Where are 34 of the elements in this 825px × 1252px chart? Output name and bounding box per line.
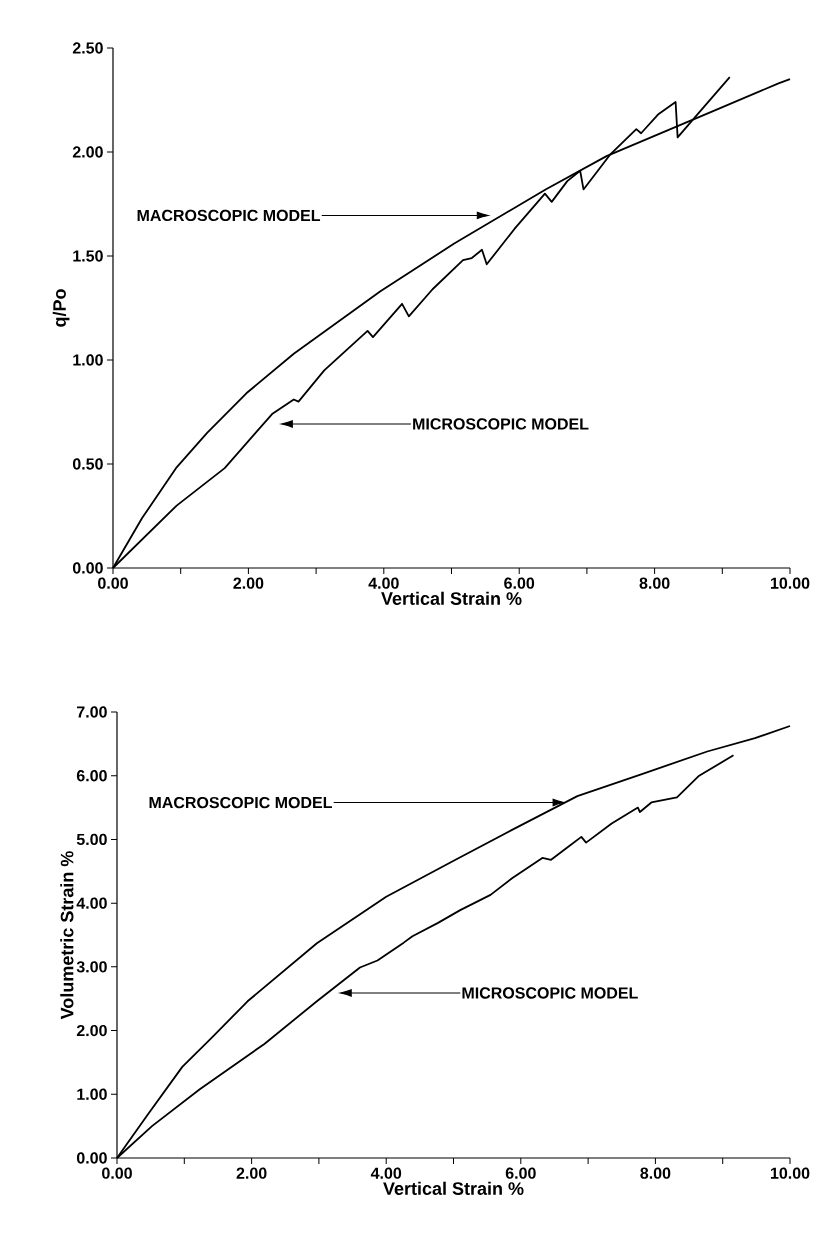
y-tick-label: 5.00 [76, 833, 107, 846]
x-axis-title: Vertical Strain % [381, 591, 522, 605]
y-tick-label: 1.50 [73, 250, 103, 262]
y-tick-label: 6.00 [76, 770, 107, 782]
x-tick-label: 6.00 [504, 577, 535, 589]
y-tick-label: 2.50 [72, 42, 103, 54]
y-tick-label: 3.00 [76, 961, 107, 973]
y-tick-label: 0.00 [72, 562, 103, 574]
x-tick-label: 8.00 [639, 577, 670, 589]
x-tick-label: 2.00 [233, 577, 264, 589]
annotation: MACROSCOPIC MODEL [137, 209, 321, 222]
x-tick-label: 10.00 [770, 577, 810, 589]
y-tick-label: 4.00 [76, 897, 107, 909]
x-tick-label: 4.00 [368, 577, 399, 589]
y-tick-label: 1.00 [77, 1088, 107, 1100]
y-tick-label: 7.00 [77, 706, 107, 718]
annotation: MACROSCOPIC MODEL [149, 796, 332, 809]
x-tick-label: 0.00 [102, 1167, 132, 1179]
x-tick-label: 2.00 [236, 1167, 267, 1179]
annotation: MICROSCOPIC MODEL [413, 418, 589, 430]
y-tick-label: 0.00 [76, 1152, 107, 1164]
y-tick-label: 2.00 [72, 146, 103, 158]
x-tick-label: 8.00 [640, 1167, 671, 1179]
y-axis-title: q/Po [52, 289, 70, 327]
x-axis-title: Vertical Strain % [383, 1181, 524, 1195]
y-tick-label: 0.50 [72, 458, 103, 470]
y-axis-title: Volumetric Strain % [60, 851, 74, 1020]
x-tick-label: 6.00 [505, 1167, 536, 1179]
annotation: MICROSCOPIC MODEL [462, 987, 638, 999]
x-tick-label: 4.00 [370, 1167, 402, 1179]
y-tick-label: 2.00 [76, 1024, 107, 1037]
y-tick-label: 1.00 [73, 354, 103, 366]
x-tick-label: 10.00 [770, 1167, 810, 1179]
x-tick-label: 0.00 [98, 577, 128, 589]
